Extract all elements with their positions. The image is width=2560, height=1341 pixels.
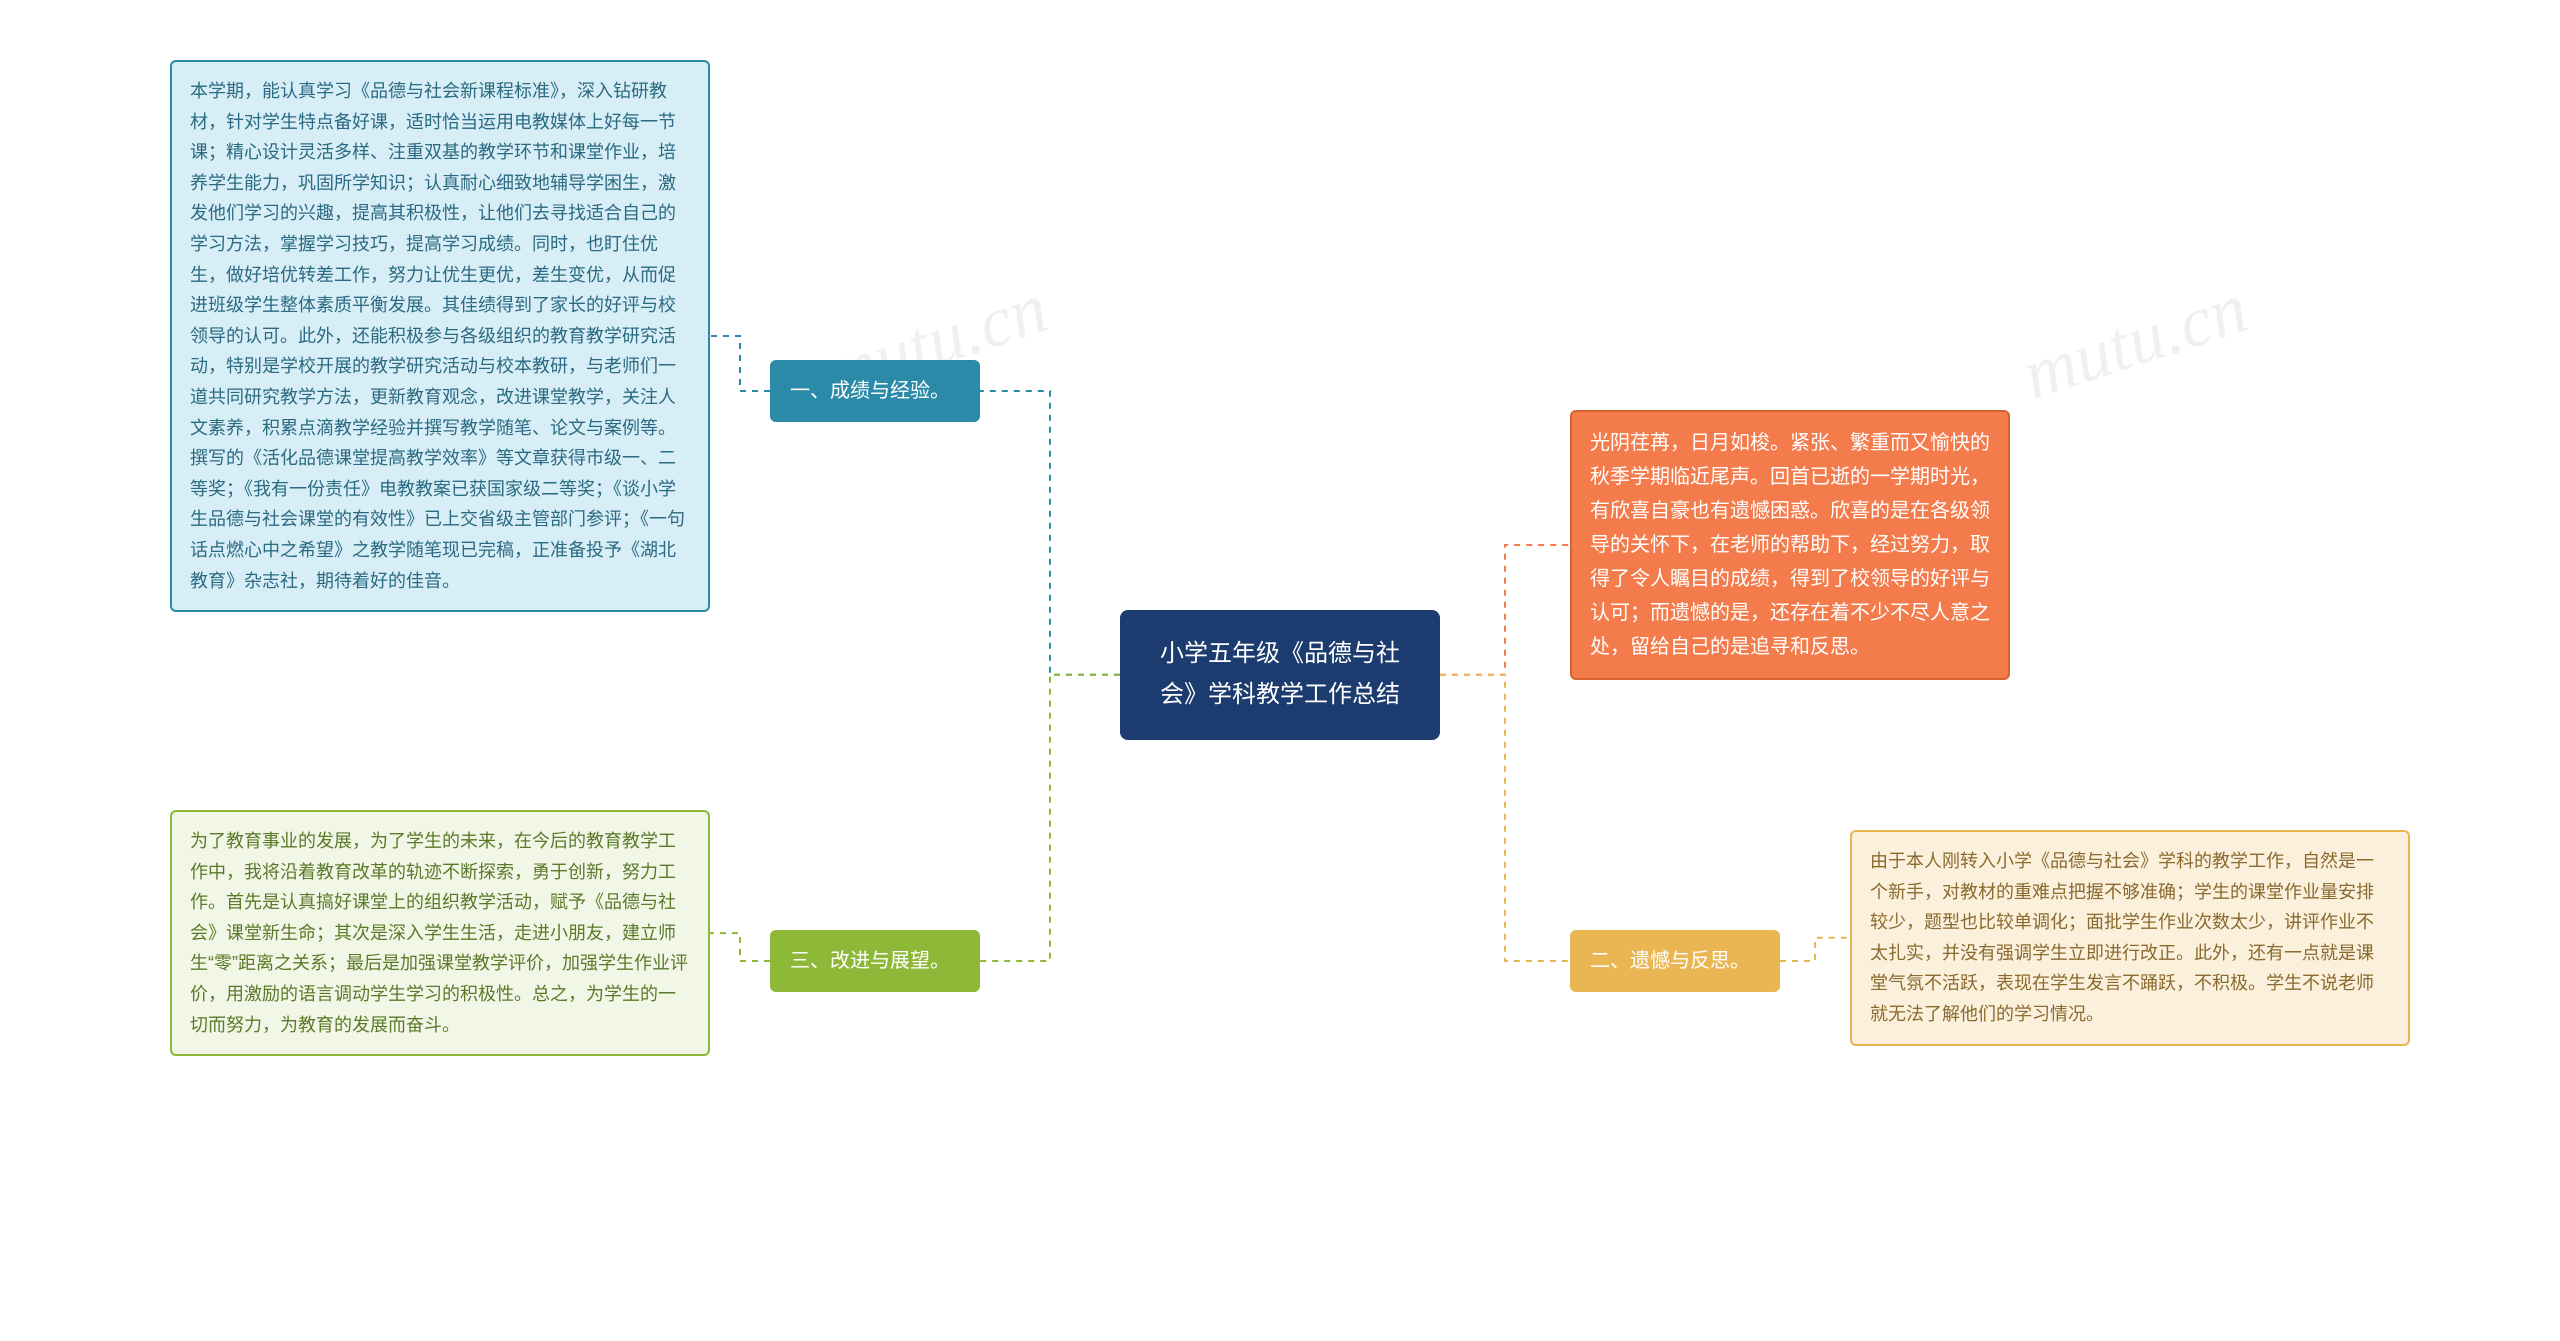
leaf-improvements: 为了教育事业的发展，为了学生的未来，在今后的教育教学工作中，我将沿着教育改革的轨… (170, 810, 710, 1056)
center-node[interactable]: 小学五年级《品德与社会》学科教学工作总结 (1120, 610, 1440, 740)
leaf-achievements: 本学期，能认真学习《品德与社会新课程标准》，深入钻研教材，针对学生特点备好课，适… (170, 60, 710, 612)
leaf-intro: 光阴荏苒，日月如梭。紧张、繁重而又愉快的秋季学期临近尾声。回首已逝的一学期时光，… (1570, 410, 2010, 680)
leaf-regrets: 由于本人刚转入小学《品德与社会》学科的教学工作，自然是一个新手，对教材的重难点把… (1850, 830, 2410, 1046)
branch-improvements[interactable]: 三、改进与展望。 (770, 930, 980, 992)
watermark-2: mutu.cn (2013, 266, 2257, 416)
branch-achievements[interactable]: 一、成绩与经验。 (770, 360, 980, 422)
branch-regrets[interactable]: 二、遗憾与反思。 (1570, 930, 1780, 992)
